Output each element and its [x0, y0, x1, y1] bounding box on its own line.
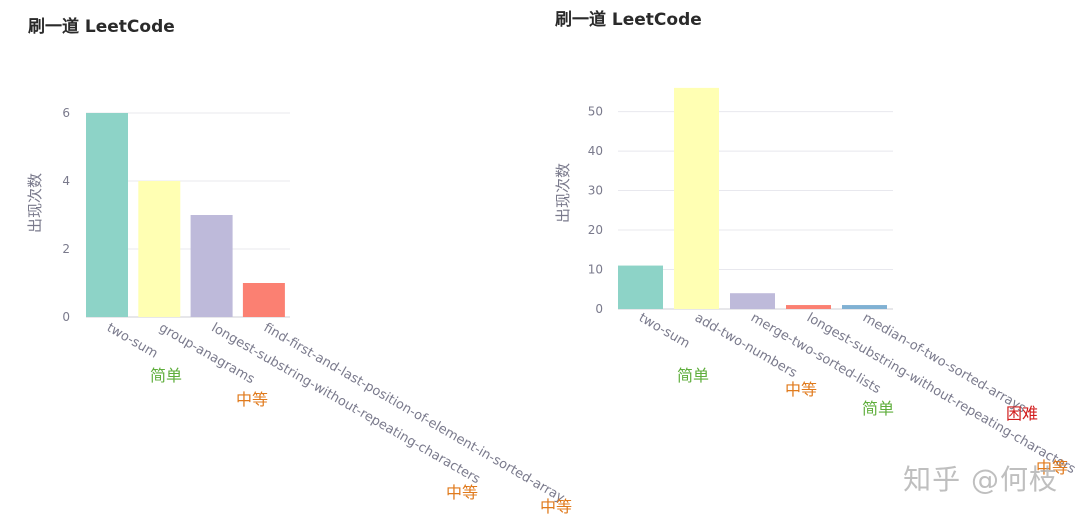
y-tick-label: 20 [588, 223, 603, 237]
bar-find-first-and-last-position-of-element-in-sorted-array [242, 283, 285, 317]
category-label: two-sum [636, 310, 692, 351]
y-tick-label: 4 [62, 174, 70, 188]
bar-add-two-numbers [674, 87, 719, 310]
difficulty-label: 中等 [785, 380, 817, 399]
y-tick-label: 0 [595, 302, 603, 316]
difficulty-label: 简单 [150, 366, 182, 385]
category-label: longest-substring-without-repeating-char… [804, 310, 1078, 477]
y-tick-label: 6 [62, 106, 70, 120]
bar-longest-substring-without-repeating-characters [786, 305, 831, 309]
difficulty-label: 中等 [1036, 458, 1068, 477]
difficulty-label: 中等 [540, 497, 572, 516]
bar-two-sum [86, 113, 128, 317]
y-tick-label: 40 [588, 144, 603, 158]
bar-median-of-two-sorted-arrays [842, 305, 887, 309]
difficulty-label: 简单 [862, 399, 894, 418]
y-axis-label: 出现次数 [26, 173, 44, 233]
y-axis-label: 出现次数 [554, 163, 572, 223]
difficulty-label: 中等 [236, 390, 268, 409]
chart-2-title: 刷一道 LeetCode [555, 10, 702, 30]
y-tick-label: 0 [62, 310, 70, 324]
y-tick-label: 2 [62, 242, 70, 256]
difficulty-label: 中等 [446, 483, 478, 502]
difficulty-label: 困难 [1006, 404, 1038, 423]
y-tick-label: 50 [588, 105, 603, 119]
bar-two-sum [618, 265, 663, 309]
y-tick-label: 30 [588, 184, 603, 198]
difficulty-label: 简单 [677, 366, 709, 385]
watermark: 知乎 @何枝 [903, 463, 1058, 496]
bar-longest-substring-without-repeating-characters [190, 215, 233, 317]
bar-merge-two-sorted-lists [730, 293, 775, 309]
bar-group-anagrams [138, 181, 181, 317]
y-tick-label: 10 [588, 263, 603, 277]
chart-1-title: 刷一道 LeetCode [28, 17, 175, 37]
